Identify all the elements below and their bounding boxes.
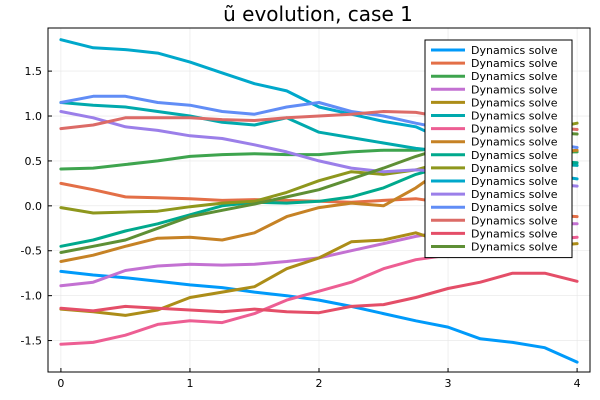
x-tick-label: 3 xyxy=(445,377,452,390)
y-tick-label: -1.5 xyxy=(21,335,42,348)
legend-label-5: Dynamics solve xyxy=(471,96,558,109)
series-line-15 xyxy=(59,271,579,315)
legend-label-6: Dynamics solve xyxy=(471,110,558,123)
x-tick-label: 2 xyxy=(316,377,323,390)
legend-label-15: Dynamics solve xyxy=(471,227,558,240)
legend-label-16: Dynamics solve xyxy=(471,241,558,254)
x-tick-label: 1 xyxy=(186,377,193,390)
legend-label-12: Dynamics solve xyxy=(471,188,558,201)
legend-label-14: Dynamics solve xyxy=(471,214,558,227)
legend-label-10: Dynamics solve xyxy=(471,162,558,175)
y-tick-label: -0.5 xyxy=(21,245,42,258)
legend-label-9: Dynamics solve xyxy=(471,149,558,162)
y-tick-label: 1.5 xyxy=(25,65,43,78)
x-tick-label: 0 xyxy=(57,377,64,390)
legend-label-13: Dynamics solve xyxy=(471,201,558,214)
legend-label-1: Dynamics solve xyxy=(471,44,558,57)
y-tick-label: 1.0 xyxy=(25,110,43,123)
series-line-1 xyxy=(59,269,579,364)
legend-label-7: Dynamics solve xyxy=(471,123,558,136)
legend-label-11: Dynamics solve xyxy=(471,175,558,188)
axis-ticks: 0 1 2 3 4 -1.5 -1.0 -0.5 0.0 0.5 1.0 1.5 xyxy=(21,65,581,390)
legend-label-3: Dynamics solve xyxy=(471,70,558,83)
y-tick-label: 0.0 xyxy=(25,200,43,213)
legend-label-2: Dynamics solve xyxy=(471,57,558,70)
y-tick-label: 0.5 xyxy=(25,155,43,168)
legend-label-4: Dynamics solve xyxy=(471,83,558,96)
y-tick-label: -1.0 xyxy=(21,290,42,303)
chart-title: ũ evolution, case 1 xyxy=(223,2,413,26)
legend-label-8: Dynamics solve xyxy=(471,136,558,149)
x-tick-label: 4 xyxy=(574,377,581,390)
